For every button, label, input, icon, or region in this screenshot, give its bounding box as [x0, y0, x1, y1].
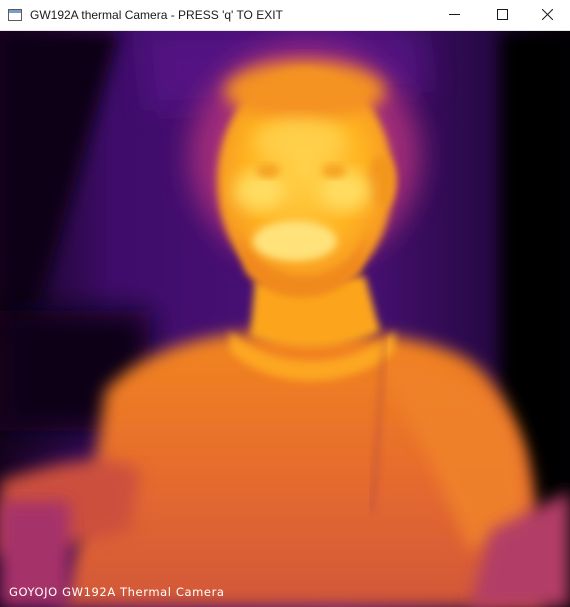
close-icon: [541, 7, 553, 25]
minimize-icon: [448, 7, 460, 25]
minimize-button[interactable]: [431, 0, 477, 31]
window-title: GW192A thermal Camera - PRESS 'q' TO EXI…: [30, 8, 283, 22]
camera-overlay-caption: GOYOJO GW192A Thermal Camera: [9, 585, 225, 599]
thermal-image-viewport: [0, 31, 570, 607]
maximize-button[interactable]: [479, 0, 525, 31]
app-window-icon: [8, 8, 22, 22]
thermal-image: [0, 31, 570, 607]
title-bar[interactable]: GW192A thermal Camera - PRESS 'q' TO EXI…: [0, 0, 570, 31]
maximize-icon: [496, 7, 508, 25]
close-button[interactable]: [524, 0, 570, 31]
